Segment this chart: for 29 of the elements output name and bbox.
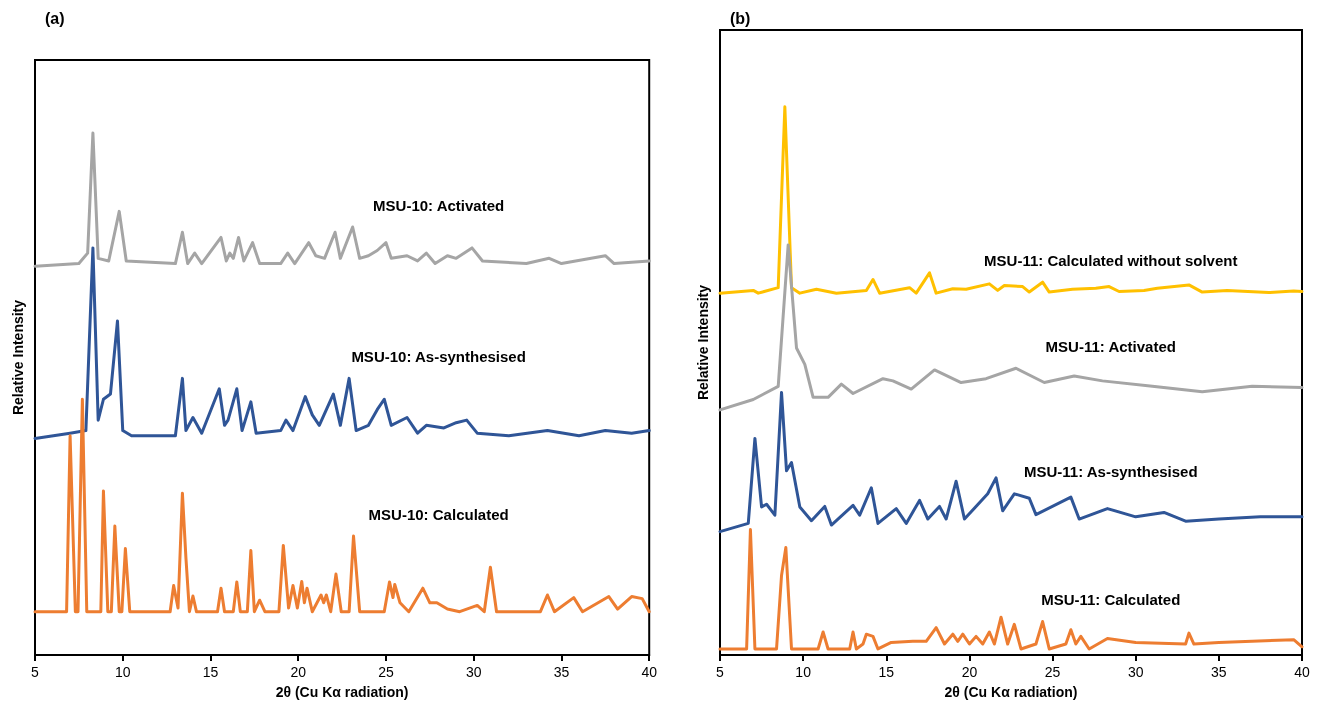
x-tick-label: 40 [641,664,658,680]
series-label: MSU-10: Activated [373,196,505,214]
x-axis-title: 2θ (Cu Kα radiation) [944,684,1078,700]
series-label: MSU-10: As-synthesised [351,347,526,365]
series-label: MSU-11: Calculated without solvent [984,251,1238,269]
series-label: MSU-11: As-synthesised [1023,463,1198,481]
series-label: MSU-10: Calculated [368,505,509,523]
x-tick-label: 10 [795,664,812,680]
series-label: MSU-11: Activated [1045,337,1176,355]
x-tick-label: 35 [1211,664,1227,680]
x-tick-label: 20 [290,664,307,680]
x-tick-label: 15 [202,664,219,680]
chart-title: (a) [45,9,65,27]
x-tick-label: 25 [1044,664,1061,680]
y-axis-title: Relative Intensity [10,299,26,416]
chart-title: (b) [730,9,751,27]
x-tick-label: 5 [716,664,725,680]
x-tick-label: 5 [31,664,40,680]
x-tick-label: 20 [961,664,978,680]
x-axis-title: 2θ (Cu Kα radiation) [275,684,409,700]
x-tick-label: 30 [465,664,482,680]
x-tick-label: 10 [114,664,131,680]
x-tick-label: 25 [378,664,394,680]
x-tick-label: 40 [1294,664,1310,680]
x-tick-label: 30 [1127,664,1144,680]
y-axis-title: Relative Intensity [695,284,711,401]
x-tick-label: 15 [878,664,895,680]
x-tick-label: 35 [553,664,570,680]
series-label: MSU-11: Calculated [1041,591,1181,609]
